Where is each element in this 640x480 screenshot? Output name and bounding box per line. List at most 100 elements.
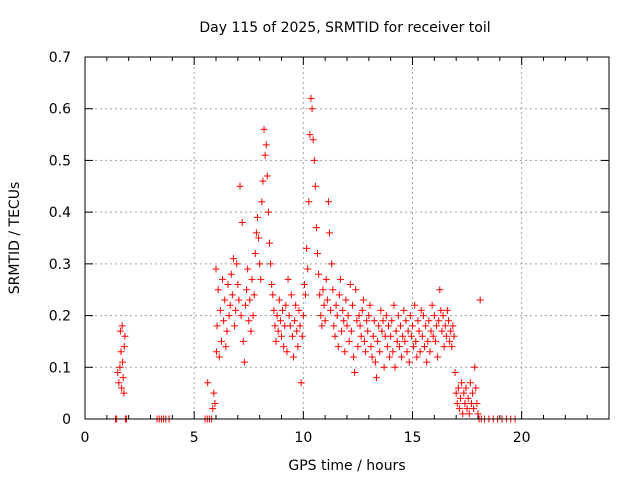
data-point [239, 337, 247, 345]
data-point [392, 327, 400, 335]
data-point [465, 410, 473, 418]
data-point [270, 306, 278, 314]
data-point [372, 374, 380, 382]
data-point [460, 389, 468, 397]
data-point [263, 172, 271, 180]
data-point [261, 151, 269, 159]
data-point [219, 275, 227, 283]
data-point [387, 332, 395, 340]
data-point [303, 244, 311, 252]
data-point [306, 131, 314, 139]
data-point [436, 286, 444, 294]
data-point [399, 332, 407, 340]
data-point [226, 301, 234, 309]
data-point [443, 306, 451, 314]
data-point [429, 332, 437, 340]
data-point [462, 384, 470, 392]
data-point [272, 337, 280, 345]
data-point [393, 337, 401, 345]
data-point [375, 322, 383, 330]
data-point [309, 136, 317, 144]
data-point [119, 374, 127, 382]
data-point [119, 358, 127, 366]
y-tick-label: 0.6 [49, 102, 71, 118]
data-point [291, 317, 299, 325]
data-point [437, 306, 445, 314]
data-point [380, 363, 388, 371]
data-point [115, 379, 123, 387]
data-point [430, 312, 438, 320]
data-point [275, 296, 283, 304]
data-point [357, 332, 365, 340]
data-point [476, 296, 484, 304]
data-point [294, 343, 302, 351]
data-point [453, 399, 461, 407]
data-point [396, 322, 404, 330]
data-point [299, 312, 307, 320]
data-point [212, 348, 220, 356]
data-point [353, 317, 361, 325]
data-point [341, 348, 349, 356]
data-point [118, 384, 126, 392]
data-point [405, 358, 413, 366]
data-point [233, 260, 241, 268]
x-tick-label: 15 [404, 430, 422, 446]
data-point [316, 291, 324, 299]
data-point [274, 327, 282, 335]
data-point [222, 343, 230, 351]
data-point [351, 368, 359, 376]
data-point [406, 312, 414, 320]
data-point [216, 306, 224, 314]
data-point [265, 239, 273, 247]
data-point [336, 275, 344, 283]
data-point [252, 229, 260, 237]
data-point [121, 332, 129, 340]
data-point [458, 379, 466, 387]
data-point [384, 322, 392, 330]
data-point [374, 337, 382, 345]
data-point [253, 213, 261, 221]
data-point [418, 332, 426, 340]
data-point [390, 301, 398, 309]
data-point [304, 265, 312, 273]
data-point [334, 343, 342, 351]
data-point [382, 312, 390, 320]
data-point [345, 337, 353, 345]
data-point [328, 260, 336, 268]
data-point [262, 141, 270, 149]
data-point [296, 322, 304, 330]
data-point [365, 312, 373, 320]
data-point [419, 312, 427, 320]
data-point [259, 177, 267, 185]
data-point [241, 301, 249, 309]
data-point [314, 250, 322, 258]
data-point [335, 291, 343, 299]
data-point [290, 353, 298, 361]
data-point [240, 358, 248, 366]
data-point [315, 270, 323, 278]
data-point [329, 286, 337, 294]
data-point [212, 265, 220, 273]
data-point [348, 301, 356, 309]
data-point [293, 327, 301, 335]
data-point [243, 286, 251, 294]
data-point [395, 343, 403, 351]
data-point [324, 198, 332, 206]
data-point [215, 353, 223, 361]
data-point [320, 301, 328, 309]
data-point [362, 348, 370, 356]
data-point [255, 234, 263, 242]
data-point [235, 296, 243, 304]
data-point [292, 301, 300, 309]
data-point [114, 368, 122, 376]
data-point [459, 410, 467, 418]
data-point [431, 337, 439, 345]
data-point [454, 384, 462, 392]
data-point [457, 394, 465, 402]
data-point [342, 296, 350, 304]
data-point [404, 327, 412, 335]
data-point [411, 301, 419, 309]
data-point [442, 332, 450, 340]
data-point [422, 322, 430, 330]
data-point [343, 322, 351, 330]
